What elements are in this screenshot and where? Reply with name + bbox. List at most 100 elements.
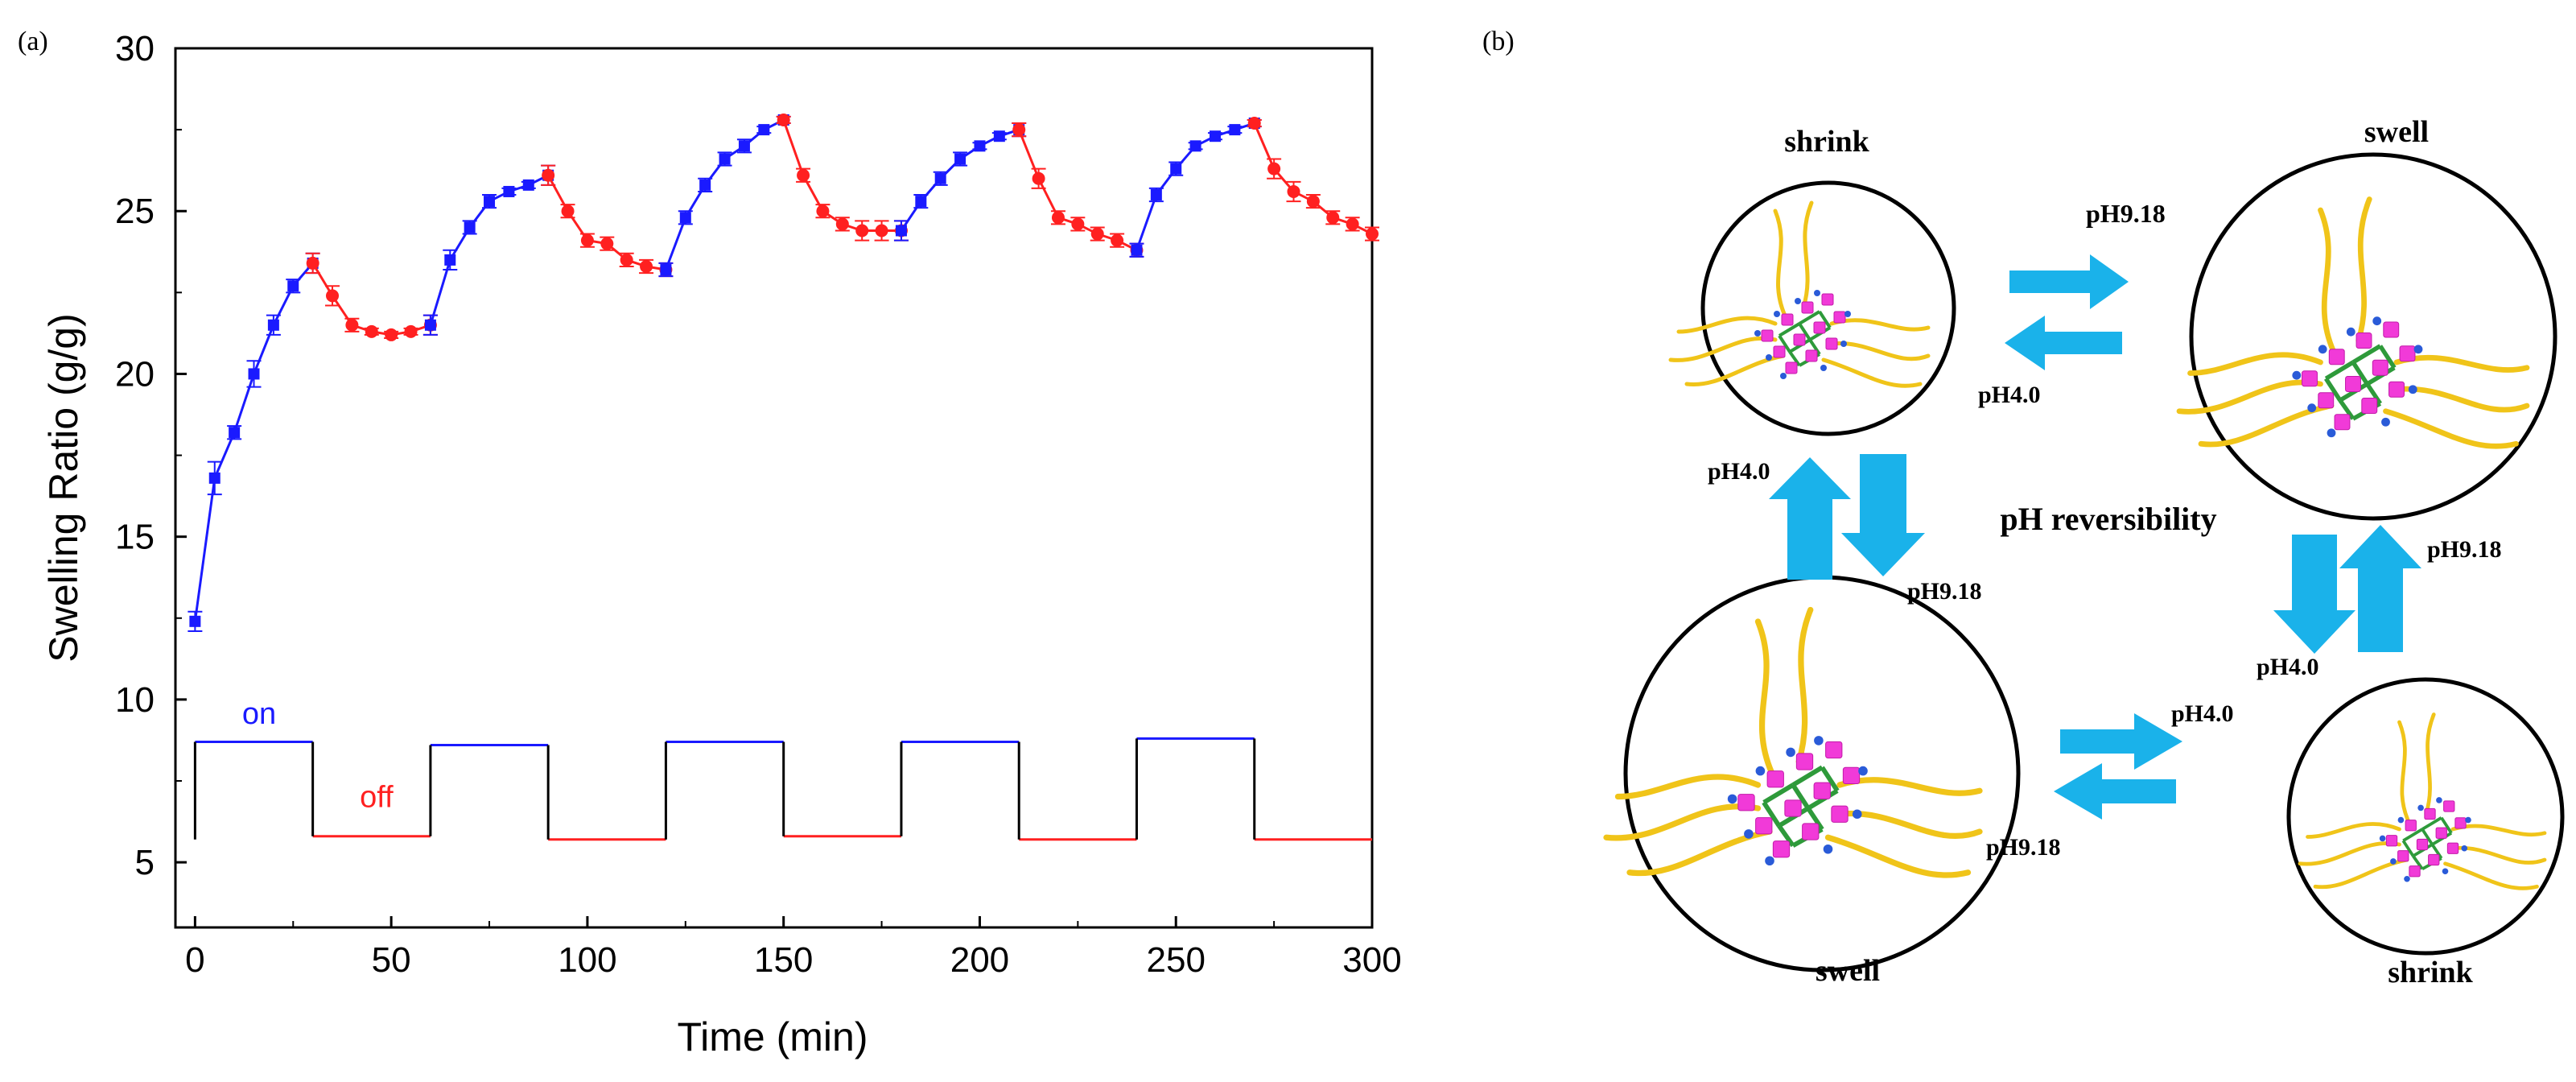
data-point — [1366, 227, 1379, 241]
linker — [1788, 350, 1801, 367]
metal-cluster-cube — [2388, 381, 2405, 398]
node — [1795, 298, 1801, 304]
node — [2442, 868, 2449, 875]
data-point — [542, 168, 555, 182]
polymer-network-shrink-top-left — [1668, 200, 1931, 388]
series-line — [546, 175, 666, 271]
node — [1754, 330, 1761, 337]
node — [2417, 804, 2424, 812]
metal-cluster-cube — [2334, 414, 2351, 431]
linker — [2365, 382, 2382, 405]
data-point — [1229, 124, 1241, 136]
x-tick-label: 150 — [754, 940, 813, 980]
metal-cluster-cube — [1821, 293, 1834, 306]
data-point — [915, 196, 927, 208]
data-point — [1111, 233, 1124, 247]
node — [2372, 316, 2382, 326]
metal-cluster-cube — [2424, 807, 2436, 820]
data-point — [835, 217, 849, 231]
linker — [1807, 788, 1839, 811]
metal-cluster-cube — [2383, 321, 2400, 338]
data-point — [1071, 217, 1085, 231]
metal-cluster-cube — [2318, 392, 2335, 409]
x-tick-label: 200 — [950, 940, 1009, 980]
metal-cluster-cube — [2345, 376, 2361, 392]
metal-cluster-cube — [1802, 823, 1820, 840]
data-point — [738, 140, 750, 152]
metal-cluster-cube — [2397, 850, 2409, 862]
node — [1823, 844, 1833, 854]
x-tick-label: 250 — [1147, 940, 1206, 980]
data-point — [444, 254, 456, 266]
linker — [1798, 322, 1811, 341]
linker — [1818, 310, 1832, 329]
node — [1755, 766, 1766, 776]
linker — [1778, 806, 1810, 828]
metal-cluster-cube — [2372, 359, 2388, 376]
data-point — [1150, 189, 1162, 200]
data-point — [1287, 184, 1300, 198]
linker — [2338, 399, 2355, 420]
linker — [1778, 322, 1801, 337]
polymer-chain — [2383, 408, 2519, 449]
data-point — [993, 130, 1005, 142]
node — [1814, 290, 1820, 296]
linker — [2351, 361, 2369, 386]
metal-cluster-cube — [1773, 345, 1786, 358]
node — [1844, 311, 1851, 317]
polymer-chain — [1614, 774, 1762, 800]
data-point — [522, 179, 534, 191]
data-point — [875, 224, 888, 237]
node — [2436, 797, 2442, 803]
state-label-bottom-left: swell — [1816, 954, 1880, 988]
metal-cluster-cube — [1831, 805, 1849, 823]
metal-cluster-cube — [2355, 332, 2372, 349]
data-point — [777, 113, 790, 126]
data-point — [404, 324, 418, 338]
data-point — [1267, 162, 1281, 176]
x-tick-label: 300 — [1342, 940, 1401, 980]
data-point — [816, 204, 830, 218]
data-point — [365, 324, 378, 338]
polymer-network-swell-bottom-left — [1603, 606, 1983, 878]
metal-cluster-cube — [1781, 313, 1794, 326]
data-point — [484, 196, 496, 208]
polymer-chain — [1801, 200, 1814, 310]
metal-cluster-cube — [2416, 838, 2429, 851]
node — [2413, 345, 2423, 354]
y-tick-label: 10 — [115, 680, 155, 720]
arrow-label-top-back: pH4.0 — [1978, 382, 2041, 408]
node — [2379, 835, 2386, 842]
data-point — [248, 368, 260, 380]
y-tick-label: 5 — [135, 843, 155, 882]
metal-cluster-cube — [1805, 349, 1818, 362]
x-axis-title: Time (min) — [677, 1014, 868, 1059]
node — [1774, 311, 1780, 317]
x-tick-label: 0 — [185, 940, 204, 980]
node — [1858, 766, 1868, 776]
data-point — [189, 615, 201, 627]
series-line — [1017, 129, 1138, 252]
series-on-1 — [188, 252, 320, 632]
series-on-3 — [658, 114, 791, 278]
y-tick-label: 15 — [115, 518, 155, 557]
linker — [1778, 334, 1791, 353]
y-tick-label: 30 — [115, 29, 155, 68]
panel-a-label: (a) — [18, 27, 48, 56]
metal-cluster-cube — [2405, 820, 2417, 832]
node — [2292, 370, 2302, 380]
circle-swell-top-right — [2189, 152, 2557, 521]
data-point — [895, 225, 907, 237]
polymer-chain — [1795, 606, 1814, 765]
metal-cluster-cube — [1825, 741, 1843, 759]
metal-cluster-cube — [2443, 800, 2455, 812]
linker — [1777, 824, 1795, 848]
data-point — [600, 237, 614, 250]
node — [2327, 428, 2336, 438]
arrow-label-top-forward: pH9.18 — [2086, 199, 2166, 228]
series-on-2 — [422, 164, 556, 336]
linker — [1806, 807, 1824, 831]
data-point — [464, 221, 476, 233]
linker — [2440, 816, 2453, 834]
data-point — [699, 179, 711, 191]
